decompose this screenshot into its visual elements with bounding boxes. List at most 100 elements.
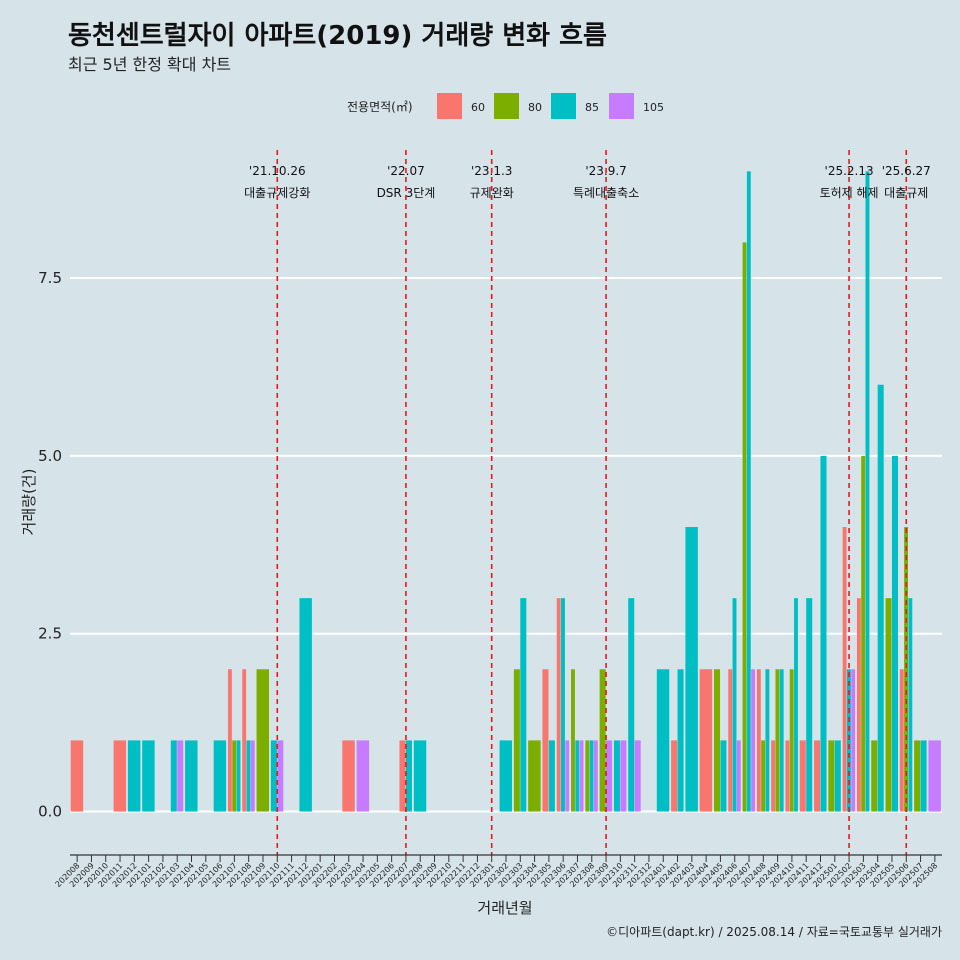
bar [513,669,520,812]
chart-title: 동천센트럴자이 아파트(2019) 거래량 변화 흐름 [68,21,607,51]
bar [113,740,127,812]
bar [928,740,941,812]
bar [820,455,827,812]
legend-label: 105 [643,101,664,114]
bar [920,740,927,812]
bar [613,740,620,812]
bar [877,384,884,812]
x-axis-title: 거래년월 [477,899,532,917]
bar [899,669,904,812]
bar [761,740,766,812]
bar [548,740,555,812]
bar [794,598,798,812]
bar [270,740,277,812]
bar [499,740,513,812]
bar [685,527,698,812]
bar [593,740,598,812]
bar [528,740,541,812]
caption: ©디아파트(dapt.kr) / 2025.08.14 / 자료=국토교통부 실… [606,925,942,939]
x-axis: 2020082020092020102020112020122021012021… [54,854,942,889]
event-label: 대출규제 [884,186,928,200]
event-date: '23.9.7 [585,164,626,178]
event-date: '21.10.26 [249,164,306,178]
event-date: '25.6.27 [882,164,931,178]
bar [571,669,575,812]
bar [246,740,251,812]
bar [834,740,841,812]
bar [575,740,580,812]
bar [736,740,741,812]
chart-subtitle: 최근 5년 한정 확대 차트 [68,55,231,74]
bar [908,598,913,812]
bar [828,740,835,812]
bar [599,669,606,812]
bar [851,669,856,812]
bar [846,669,851,812]
bar [565,740,570,812]
bar [405,740,412,812]
bar [620,740,627,812]
bar [742,242,747,812]
event-date: '23.1.3 [471,164,512,178]
bar [871,740,878,812]
event-label: 특례대출축소 [573,186,639,200]
y-axis: 0.0 2.5 5.0 7.5 [38,269,62,821]
event-label: 대출규제강화 [244,186,310,200]
bar [227,669,232,812]
bar [585,740,590,812]
bar [861,455,866,812]
legend-swatch [551,93,576,119]
legend-label: 60 [471,101,485,114]
legend: 전용면적(㎡) 60 80 85 105 [347,93,664,119]
bar [250,740,255,812]
event-markers: '21.10.26 대출규제강화 '22.07 DSR 3단계 '23.1.3 규제완화 '… [244,150,931,855]
legend-swatch [609,93,634,119]
bar [799,740,806,812]
bar [728,669,733,812]
bar [856,598,861,812]
y-tick-label: 7.5 [38,269,62,287]
bar [677,669,684,812]
bar [70,740,84,812]
bar [142,740,155,812]
bar [904,527,909,812]
bar [170,740,177,812]
bar [885,598,892,812]
bar [656,669,670,812]
y-tick-label: 5.0 [38,447,62,465]
event-label: DSR 3단계 [377,186,436,200]
bar [242,669,247,812]
bar [236,740,241,812]
y-tick-label: 0.0 [38,803,62,821]
bar [720,740,727,812]
bar [775,669,780,812]
bar [561,598,565,812]
bar [232,740,237,812]
event-label: 토허제 해제 [820,186,879,200]
bar [779,669,784,812]
event-label: 규제완화 [470,186,514,200]
legend-title: 전용면적(㎡) [347,100,413,114]
bar [628,598,635,812]
bar [891,455,898,812]
legend-swatch [437,93,462,119]
bar [277,740,284,812]
y-axis-title: 거래량(건) [20,469,38,536]
bar [765,669,770,812]
bar [413,740,427,812]
bar [342,740,355,812]
bar [185,740,198,812]
bar [356,740,370,812]
bar [256,669,270,812]
bar [914,740,921,812]
bar [399,740,406,812]
bar [806,598,813,812]
bar [634,740,641,812]
bar [785,740,790,812]
bar [127,740,141,812]
bar [713,669,721,812]
event-date: '25.2.13 [825,164,874,178]
bar [842,527,847,812]
bar [699,669,713,812]
